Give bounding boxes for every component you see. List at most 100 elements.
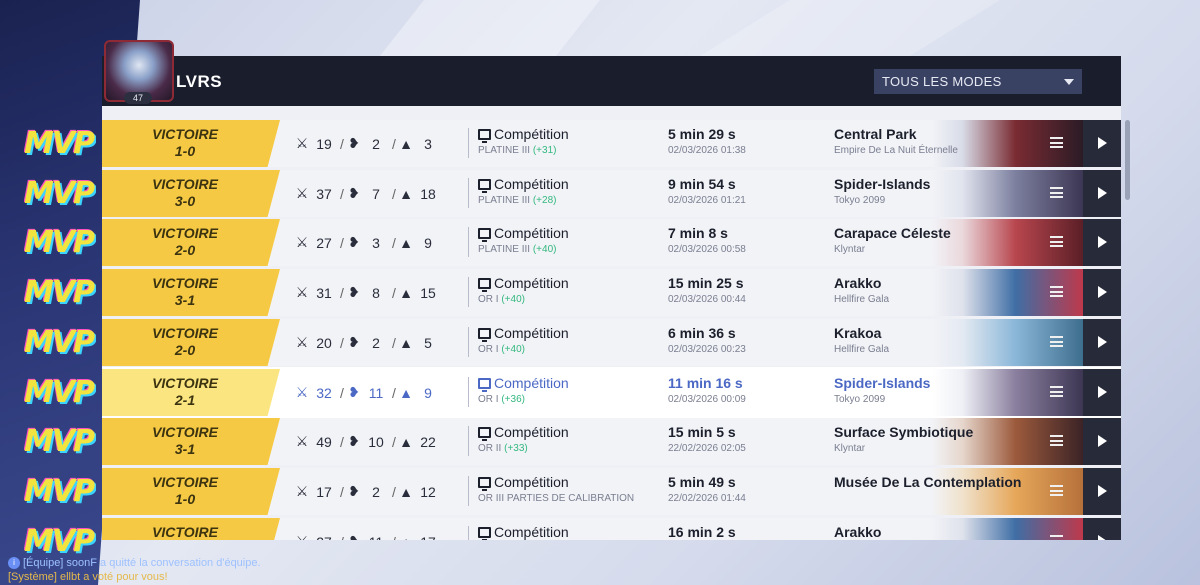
match-duration: 5 min 49 s 22/02/2026 01:44 bbox=[668, 474, 746, 504]
menu-icon[interactable] bbox=[1050, 336, 1063, 347]
background-shape bbox=[700, 0, 1000, 56]
match-duration: 15 min 5 s 22/02/2026 02:05 bbox=[668, 424, 746, 454]
match-date: 02/03/2026 01:21 bbox=[668, 195, 746, 206]
match-row[interactable]: VICTOIRE 3-1 ⚔ 31 / ❥ 8 / ▲ 15 Compétiti… bbox=[102, 269, 1121, 316]
separator: / bbox=[392, 135, 396, 152]
match-row[interactable]: VICTOIRE 2-1 ⚔ 32 / ❥ 11 / ▲ 9 Compétiti… bbox=[102, 367, 1121, 418]
broken-heart-icon: ❥ bbox=[348, 135, 360, 151]
crossed-swords-icon: ⚔ bbox=[295, 185, 309, 201]
map-name: Arakko bbox=[834, 524, 882, 540]
map-name: Krakoa bbox=[834, 325, 882, 341]
mvp-badge: MVP bbox=[24, 127, 95, 161]
assist-hands-icon: ▲ bbox=[399, 135, 413, 152]
menu-icon[interactable] bbox=[1050, 286, 1063, 297]
result-score: 1-0 bbox=[174, 491, 196, 507]
map-thumbnail bbox=[932, 120, 1084, 167]
separator: / bbox=[340, 334, 344, 351]
chevron-down-icon bbox=[1064, 79, 1074, 85]
duration-value: 6 min 36 s bbox=[668, 325, 736, 341]
match-date: 22/02/2026 01:44 bbox=[668, 493, 746, 504]
separator: / bbox=[340, 284, 344, 301]
replay-play-button[interactable] bbox=[1083, 319, 1121, 366]
player-avatar[interactable] bbox=[104, 40, 174, 102]
assist-hands-icon: ▲ bbox=[399, 483, 413, 500]
result-score: 2-0 bbox=[174, 242, 196, 258]
menu-icon[interactable] bbox=[1050, 535, 1063, 540]
rank-info: OR III PARTIES DE CALIBRATION bbox=[478, 493, 634, 504]
replay-play-button[interactable] bbox=[1083, 120, 1121, 167]
mode-filter-value: TOUS LES MODES bbox=[882, 74, 1002, 89]
separator: / bbox=[392, 384, 396, 401]
map-region: Empire De La Nuit Éternelle bbox=[834, 145, 958, 156]
match-duration: 5 min 29 s 02/03/2026 01:38 bbox=[668, 126, 746, 156]
match-duration: 11 min 16 s 02/03/2026 00:09 bbox=[668, 375, 746, 405]
crossed-swords-icon: ⚔ bbox=[295, 384, 309, 400]
mode-name: Compétition bbox=[478, 126, 569, 143]
match-date: 02/03/2026 00:58 bbox=[668, 244, 746, 255]
match-row[interactable]: VICTOIRE 2-0 ⚔ 20 / ❥ 2 / ▲ 5 Compétitio… bbox=[102, 319, 1121, 366]
match-row[interactable]: VICTOIRE 2-0 ⚔ 27 / ❥ 3 / ▲ 9 Compétitio… bbox=[102, 219, 1121, 266]
separator: / bbox=[392, 234, 396, 251]
match-result: VICTOIRE 2-0 bbox=[102, 319, 280, 366]
kills-value: 49 bbox=[316, 433, 332, 450]
deaths-value: 3 bbox=[372, 234, 380, 251]
replay-play-button[interactable] bbox=[1083, 219, 1121, 266]
menu-icon[interactable] bbox=[1050, 485, 1063, 496]
chat-message: i [Équipe] soonF a quitté la conversatio… bbox=[8, 556, 261, 570]
duration-value: 15 min 5 s bbox=[668, 424, 736, 440]
rank-gain: (+40) bbox=[501, 294, 525, 305]
match-row[interactable]: VICTOIRE 3-1 ⚔ 49 / ❥ 10 / ▲ 22 Compétit… bbox=[102, 418, 1121, 465]
scrollbar-thumb[interactable] bbox=[1125, 120, 1130, 200]
map-name: Spider-Islands bbox=[834, 375, 931, 391]
rank-label: PLATINE III bbox=[478, 195, 531, 206]
result-score: 3-0 bbox=[174, 193, 196, 209]
replay-play-button[interactable] bbox=[1083, 418, 1121, 465]
match-result: VICTOIRE bbox=[102, 518, 280, 540]
menu-icon[interactable] bbox=[1050, 386, 1063, 397]
duration-value: 11 min 16 s bbox=[668, 375, 743, 391]
match-row[interactable]: VICTOIRE ⚔ 27 / ❥ 11 / ▲ 17 Compétition … bbox=[102, 518, 1121, 540]
match-row[interactable]: VICTOIRE 3-0 ⚔ 37 / ❥ 7 / ▲ 18 Compétiti… bbox=[102, 170, 1121, 217]
chat-log: i [Équipe] soonF a quitté la conversatio… bbox=[8, 556, 261, 584]
chat-message-text: [Équipe] soonF a quitté la conversation … bbox=[23, 557, 261, 569]
replay-play-button[interactable] bbox=[1083, 468, 1121, 515]
kda-stats: ⚔ 19 / ❥ 2 / ▲ 3 bbox=[294, 135, 442, 152]
replay-play-button[interactable] bbox=[1083, 369, 1121, 416]
match-row[interactable]: VICTOIRE 1-0 ⚔ 17 / ❥ 2 / ▲ 12 Compétiti… bbox=[102, 468, 1121, 515]
column-divider bbox=[468, 227, 469, 257]
background-shape bbox=[380, 0, 600, 56]
match-map: Arakko bbox=[834, 524, 881, 540]
deaths-value: 7 bbox=[372, 185, 380, 202]
menu-icon[interactable] bbox=[1050, 236, 1063, 247]
mvp-badge: MVP bbox=[24, 177, 95, 211]
mode-name: Compétition bbox=[478, 474, 634, 491]
kda-stats: ⚔ 32 / ❥ 11 / ▲ 9 bbox=[294, 384, 442, 401]
mode-filter-dropdown[interactable]: TOUS LES MODES bbox=[874, 69, 1082, 94]
match-row[interactable]: VICTOIRE 1-0 ⚔ 19 / ❥ 2 / ▲ 3 Compétitio… bbox=[102, 120, 1121, 167]
result-label: VICTOIRE bbox=[152, 474, 218, 490]
kda-stats: ⚔ 17 / ❥ 2 / ▲ 12 bbox=[294, 483, 442, 500]
map-thumbnail bbox=[932, 269, 1084, 316]
mode-name: Compétition bbox=[478, 524, 569, 540]
mode-label: Compétition bbox=[494, 325, 569, 341]
map-region: Hellfire Gala bbox=[834, 294, 890, 305]
rank-gain: (+36) bbox=[501, 394, 525, 405]
replay-play-button[interactable] bbox=[1083, 518, 1121, 540]
separator: / bbox=[392, 334, 396, 351]
menu-icon[interactable] bbox=[1050, 435, 1063, 446]
replay-play-button[interactable] bbox=[1083, 170, 1121, 217]
column-divider bbox=[468, 178, 469, 208]
match-mode: Compétition OR II (+33) bbox=[478, 424, 569, 454]
map-name: Central Park bbox=[834, 126, 917, 142]
kda-stats: ⚔ 37 / ❥ 7 / ▲ 18 bbox=[294, 185, 442, 202]
mode-name: Compétition bbox=[478, 275, 569, 292]
menu-icon[interactable] bbox=[1050, 187, 1063, 198]
replay-play-button[interactable] bbox=[1083, 269, 1121, 316]
menu-icon[interactable] bbox=[1050, 137, 1063, 148]
deaths-value: 11 bbox=[368, 384, 384, 401]
result-score: 2-1 bbox=[174, 392, 196, 408]
match-map: Surface Symbiotique Klyntar bbox=[834, 424, 973, 454]
match-date: 02/03/2026 00:09 bbox=[668, 394, 746, 405]
match-mode: Compétition OR I (+40) bbox=[478, 325, 569, 355]
separator: / bbox=[390, 534, 398, 541]
